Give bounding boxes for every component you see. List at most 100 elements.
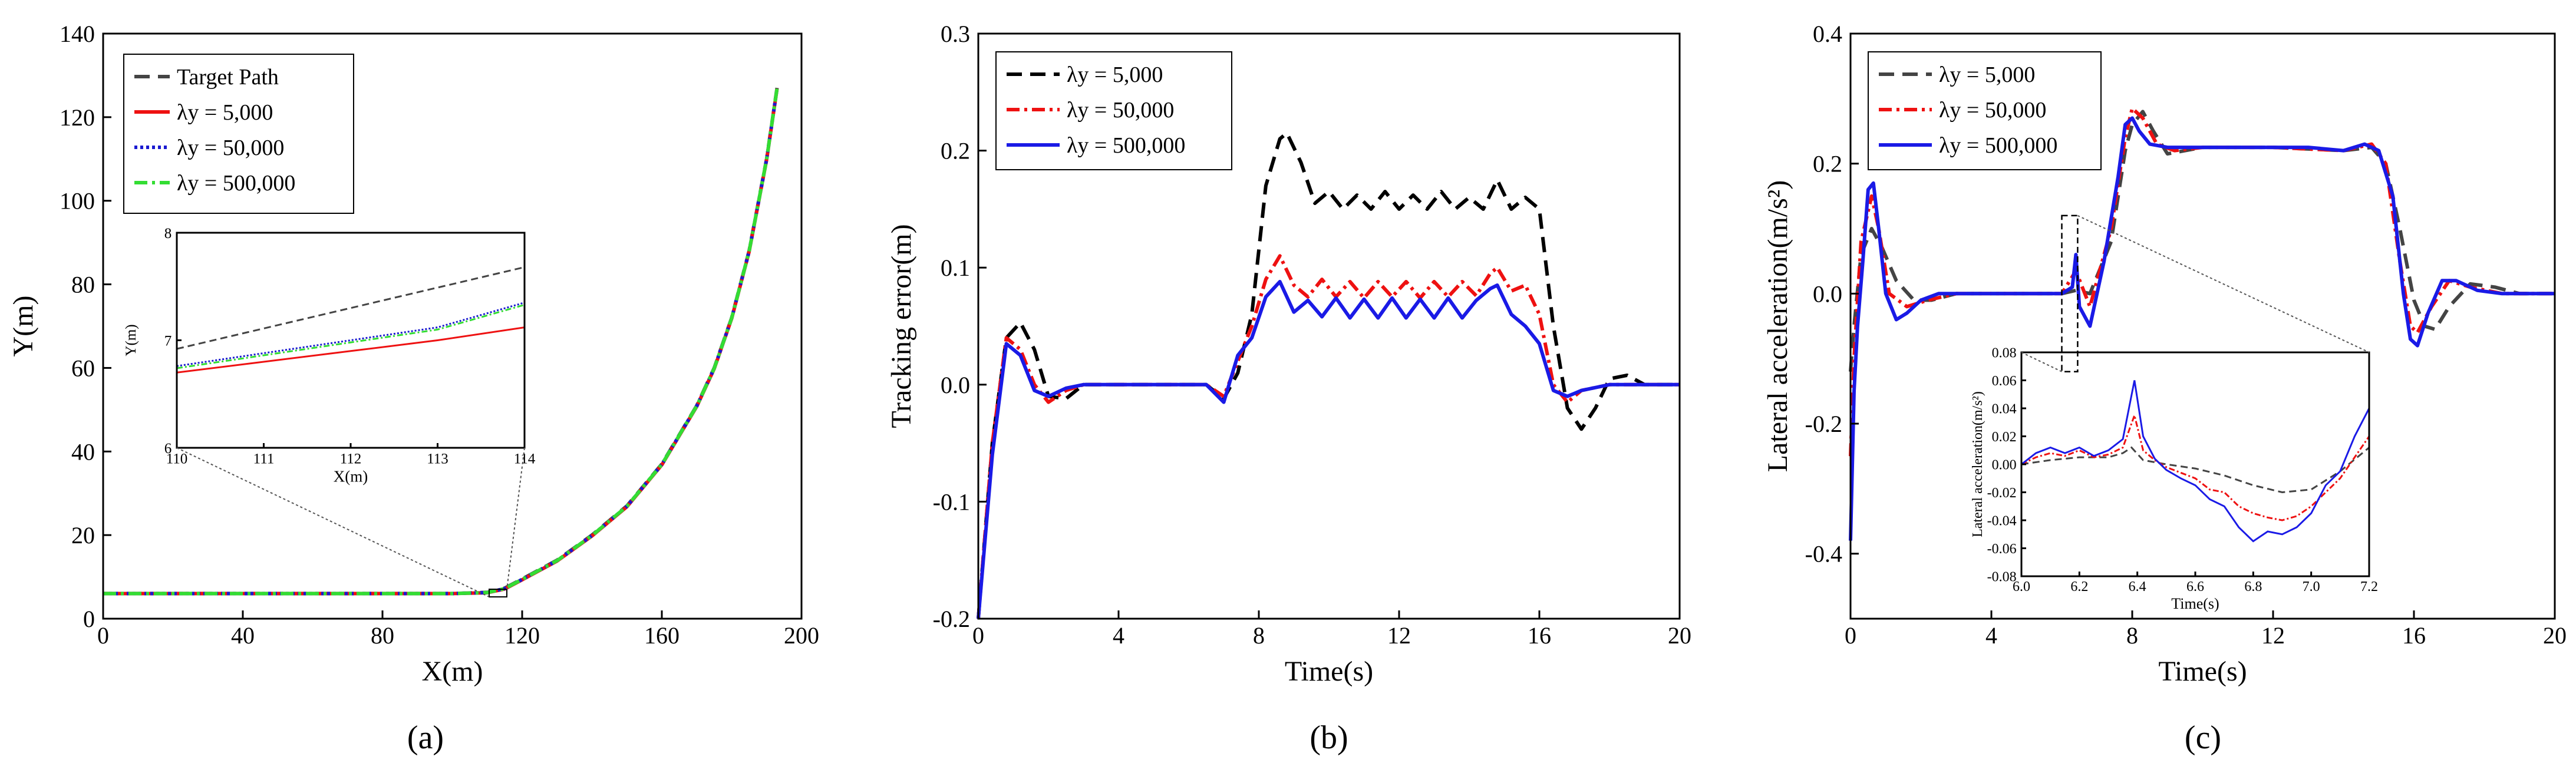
chart3-inset-series-line-3 [2021, 380, 2369, 543]
chart3-series-line-2 [1849, 106, 2555, 457]
chart3-inset-x-tick-label: 6.4 [2129, 579, 2146, 595]
chart2-y-tick-label: 0.1 [941, 255, 970, 281]
chart1-inset-series-line-1 [177, 266, 525, 350]
panel-label: (a) [407, 719, 444, 756]
chart3-inset-y-tick-label: -0.06 [1987, 541, 2017, 557]
chart3-inset-y-tick-label: 0.00 [1992, 457, 2017, 473]
chart1-inset-x-tick-label: 110 [166, 451, 188, 467]
chart3-y-tick-label: -0.2 [1805, 411, 1842, 437]
chart1-legend-label-2: λy = 5,000 [177, 100, 273, 125]
chart3-inset-series-line-2 [2021, 412, 2369, 521]
chart3-y-axis-title: Lateral acceleration(m/s²) [1762, 180, 1793, 472]
chart2-y-tick-label: -0.2 [933, 606, 970, 632]
chart2-y-tick-label: 0.0 [941, 372, 970, 398]
chart1-inset-series-line-4 [177, 303, 525, 369]
chart3-inset-x-tick-label: 7.0 [2303, 579, 2320, 595]
chart1-inset-series-line-2 [177, 326, 525, 374]
chart2-x-tick-label: 4 [1113, 622, 1124, 649]
chart3-inset-x-tick-label: 6.6 [2186, 579, 2204, 595]
chart3-y-tick-label: 0.0 [1813, 280, 1842, 307]
chart1-y-tick-label: 60 [71, 355, 95, 381]
chart3-inset-background [2021, 352, 2369, 576]
chart1-y-tick-label: 140 [60, 21, 95, 47]
chart1-y-tick-label: 40 [71, 438, 95, 465]
chart2-legend-label-3: λy = 500,000 [1067, 133, 1185, 158]
chart3-inset-y-axis-title: Lateral acceleration(m/s²) [1970, 391, 1985, 537]
panel-label: (b) [1310, 719, 1348, 756]
chart2-legend-label-2: λy = 50,000 [1067, 98, 1174, 123]
chart3-x-tick-label: 0 [1845, 622, 1856, 649]
panel-a: 0 40 80 120 160 200 0 20 40 60 80 100 120 140 X(m) Y(m)… [8, 21, 819, 756]
chart3-inset-y-tick-label: 0.06 [1992, 374, 2017, 389]
chart1-x-tick-label: 160 [644, 622, 680, 649]
chart3-inset-x-tick-label: 6.8 [2244, 579, 2262, 595]
chart1-plot-frame [102, 32, 803, 620]
chart3-zoom-connector [2077, 215, 2370, 353]
chart1-x-tick-label: 200 [784, 622, 819, 649]
chart1-inset-x-tick-label: 114 [514, 451, 536, 467]
chart1-x-tick-label: 120 [504, 622, 540, 649]
chart1-zoom-connector [176, 447, 490, 597]
chart1-series-line-4 [103, 88, 779, 596]
chart3-inset-y-tick-label: -0.04 [1987, 513, 2017, 529]
chart3-inset-x-tick-label: 6.0 [2013, 579, 2030, 595]
chart1-inset-y-tick-label: 6 [164, 441, 172, 457]
chart1-y-tick-label: 120 [60, 104, 95, 131]
chart1-legend-box [123, 54, 354, 214]
chart3-y-tick-label: -0.4 [1805, 541, 1842, 567]
chart1-x-tick-label: 0 [97, 622, 109, 649]
panel-b: 0 4 8 12 16 20 -0.2 -0.1 0.0 0.1 0.2 0.3 Time(s) Trac… [886, 21, 1691, 756]
chart1-x-tick-label: 40 [231, 622, 255, 649]
chart3-inset-x-axis-title: Time(s) [2171, 595, 2219, 612]
chart1-inset-background [177, 233, 525, 448]
chart2-y-tick-label: -0.1 [933, 488, 970, 515]
chart3-legend-label-3: λy = 500,000 [1939, 133, 2057, 158]
chart3-inset-x-tick-label: 6.2 [2070, 579, 2088, 595]
chart1-inset-lines [177, 266, 525, 374]
chart3-legend-label-1: λy = 5,000 [1939, 62, 2035, 87]
chart1-legend-label-1: Target Path [177, 65, 279, 90]
chart2-y-tick-label: 0.2 [941, 138, 970, 164]
chart3-y-tick-label: 0.2 [1813, 151, 1842, 177]
chart2-x-tick-label: 0 [972, 622, 984, 649]
chart2-y-axis-title: Tracking error(m) [886, 224, 917, 428]
chart1-inset-y-axis-title: Y(m) [123, 324, 139, 356]
chart2-plot-frame [977, 32, 1681, 620]
chart3-inset-x-tick-label: 7.2 [2360, 579, 2378, 595]
chart3-series-line-3 [1849, 116, 2555, 541]
chart1-y-tick-label: 20 [71, 522, 95, 549]
chart1-y-tick-label: 80 [71, 272, 95, 298]
chart2-x-tick-label: 20 [1668, 622, 1691, 649]
chart1-legend-label-3: λy = 50,000 [177, 136, 284, 160]
chart2-series-line-3 [977, 280, 1680, 619]
chart3-inset-series-line-1 [2021, 446, 2369, 494]
chart3-zoom-box [2061, 214, 2079, 372]
chart2-x-axis-title: Time(s) [1285, 656, 1373, 687]
chart2-series-line-1 [977, 131, 1680, 619]
chart3-x-tick-label: 12 [2261, 622, 2285, 649]
chart3-x-axis-title: Time(s) [2158, 656, 2247, 687]
chart1-inset-y-tick-label: 8 [164, 226, 172, 242]
chart3-x-tick-label: 8 [2126, 622, 2138, 649]
chart2-x-tick-label: 16 [1528, 622, 1551, 649]
chart2-x-tick-label: 8 [1253, 622, 1265, 649]
chart3-x-tick-label: 20 [2543, 622, 2567, 649]
chart1-inset-series-line-3 [177, 302, 525, 367]
chart3-x-tick-label: 16 [2402, 622, 2426, 649]
chart3-inset-y-tick-label: 0.08 [1992, 345, 2017, 361]
panel-c: 0 4 8 12 16 20 -0.4 -0.2 0.0 0.2 0.4 Time(s) Lateral… [1762, 21, 2567, 756]
chart3-y-tick-label: 0.4 [1813, 21, 1842, 47]
chart1-zoom-box [489, 589, 507, 597]
chart1-inset-x-tick-label: 113 [427, 451, 448, 467]
chart3-inset-lines [2021, 380, 2369, 543]
panel-label: (c) [2185, 719, 2221, 756]
chart1-y-tick-label: 0 [83, 606, 95, 632]
chart3-legend-label-2: λy = 50,000 [1939, 98, 2046, 123]
chart3-inset-y-tick-label: -0.08 [1987, 569, 2017, 585]
chart3-plot-frame [1849, 32, 2556, 620]
chart3-inset-y-tick-label: 0.02 [1992, 430, 2017, 445]
chart3-x-tick-label: 4 [1985, 622, 1997, 649]
chart1-inset-x-tick-label: 112 [340, 451, 362, 467]
chart3-series-line-1 [1849, 110, 2555, 372]
